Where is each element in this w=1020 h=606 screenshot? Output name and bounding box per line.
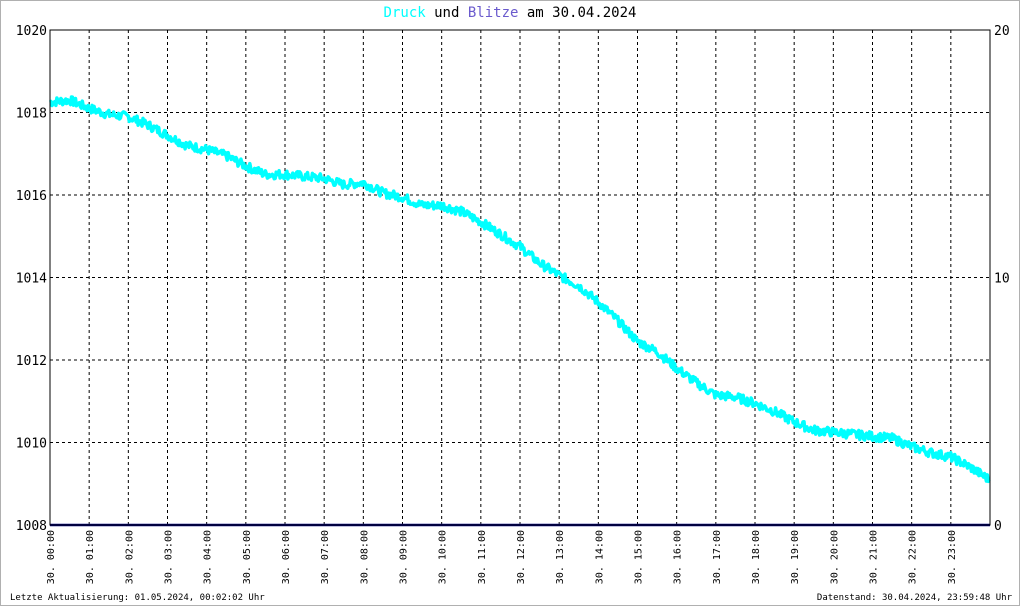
x-tick-label: 30. 11:00 [477,530,488,584]
title-series-druck: Druck [383,5,426,21]
grid-layer [50,30,990,525]
x-tick-label: 30. 08:00 [359,530,370,584]
x-tick-label: 30. 04:00 [203,530,214,584]
x-tick-label: 30. 20:00 [829,530,840,584]
y-left-tick-label: 1008 [16,519,47,534]
title-date: am 30.04.2024 [518,5,637,21]
y-right-tick-label: 10 [994,272,1010,287]
plot-border [49,29,991,526]
title-series-blitze: Blitze [467,5,519,21]
y-left-tick-label: 1018 [16,107,47,122]
y-left-tick-label: 1012 [16,354,47,369]
x-tick-label: 30. 09:00 [399,530,410,584]
x-tick-label: 30. 13:00 [555,530,566,584]
x-tick-label: 30. 07:00 [320,530,331,584]
x-tick-label: 30. 14:00 [594,530,605,584]
last-update-text: Letzte Aktualisierung: 01.05.2024, 00:02… [10,593,265,603]
x-tick-label: 30. 19:00 [790,530,801,584]
y-left-tick-label: 1016 [16,189,47,204]
x-tick-label: 30. 05:00 [242,530,253,584]
data-layer [48,95,991,527]
x-tick-label: 30. 03:00 [164,530,175,584]
y-left-tick-label: 1014 [16,272,47,287]
chart-title: Druck und Blitze am 30.04.2024 [0,5,1020,21]
druck-series-line [48,95,991,484]
x-tick-label: 30. 21:00 [869,530,880,584]
y-right-tick-label: 20 [994,24,1010,39]
x-tick-label: 30. 16:00 [673,530,684,584]
x-tick-label: 30. 00:00 [46,530,57,584]
title-joiner: und [425,5,468,21]
x-tick-label: 30. 12:00 [516,530,527,584]
x-tick-label: 30. 17:00 [712,530,723,584]
x-tick-label: 30. 22:00 [908,530,919,584]
y-left-tick-label: 1010 [16,437,47,452]
x-tick-label: 30. 06:00 [281,530,292,584]
data-timestamp-text: Datenstand: 30.04.2024, 23:59:48 Uhr [816,593,1012,603]
x-tick-label: 30. 18:00 [751,530,762,584]
x-tick-label: 30. 10:00 [438,530,449,584]
x-tick-label: 30. 01:00 [85,530,96,584]
y-right-tick-label: 0 [994,519,1002,534]
x-tick-label: 30. 02:00 [124,530,135,584]
x-tick-label: 30. 15:00 [634,530,645,584]
x-tick-label: 30. 23:00 [947,530,958,584]
y-left-tick-label: 1020 [16,24,47,39]
